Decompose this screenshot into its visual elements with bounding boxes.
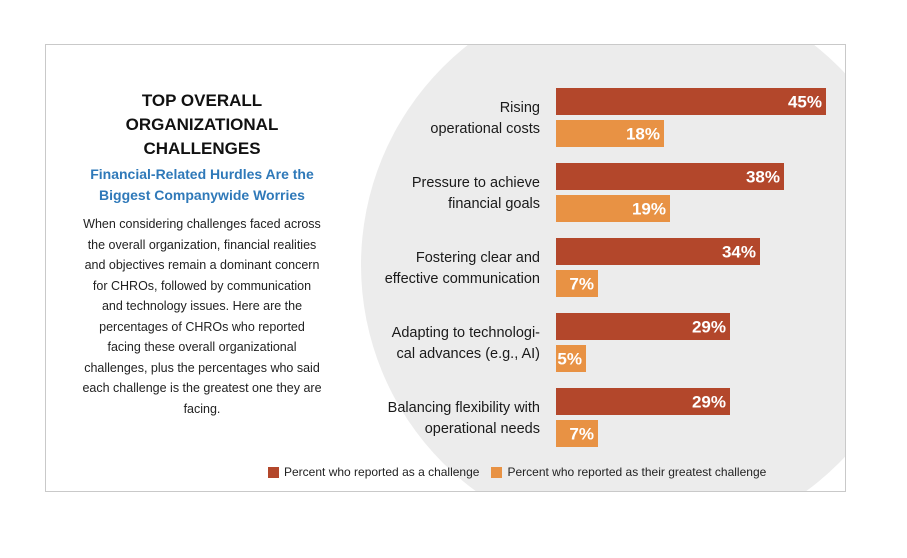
bar bbox=[556, 388, 730, 415]
category-label: Adapting to technologi- bbox=[392, 325, 540, 341]
data-label: 7% bbox=[569, 425, 594, 444]
panel-title: TOP OVERALL ORGANIZATIONAL CHALLENGES bbox=[125, 91, 279, 158]
data-label: 19% bbox=[632, 200, 666, 219]
legend-swatch-challenge bbox=[268, 466, 279, 478]
bar bbox=[556, 420, 598, 447]
bar bbox=[556, 238, 760, 265]
category-label: operational costs bbox=[430, 121, 540, 137]
bar bbox=[556, 345, 586, 372]
data-label: 18% bbox=[626, 125, 660, 144]
data-label: 29% bbox=[692, 393, 726, 412]
legend-label-greatest: Percent who reported as their greatest c… bbox=[507, 465, 767, 479]
legend: Percent who reported as a challenge Perc… bbox=[268, 465, 778, 479]
chart-frame: TOP OVERALL ORGANIZATIONAL CHALLENGES Fi… bbox=[45, 44, 846, 492]
category-label: Rising bbox=[500, 100, 540, 116]
category-label: Fostering clear and bbox=[416, 250, 540, 266]
data-label: 5% bbox=[557, 350, 582, 369]
category-label: effective communication bbox=[385, 271, 540, 287]
category-label: Balancing flexibility with bbox=[388, 400, 540, 416]
bar bbox=[556, 120, 664, 147]
data-label: 7% bbox=[569, 275, 594, 294]
bar bbox=[556, 195, 670, 222]
background-circle bbox=[361, 45, 845, 491]
bar bbox=[556, 313, 730, 340]
data-label: 29% bbox=[692, 318, 726, 337]
bar bbox=[556, 88, 826, 115]
legend-item-greatest: Percent who reported as their greatest c… bbox=[491, 465, 766, 479]
legend-label-challenge: Percent who reported as a challenge bbox=[284, 465, 480, 479]
panel-body: When considering challenges faced across… bbox=[82, 217, 322, 416]
category-label: cal advances (e.g., AI) bbox=[397, 346, 540, 362]
data-label: 45% bbox=[788, 93, 822, 112]
category-label: financial goals bbox=[448, 196, 540, 212]
category-label: operational needs bbox=[425, 421, 540, 437]
legend-swatch-greatest bbox=[491, 466, 503, 478]
bar bbox=[556, 270, 598, 297]
category-label: Pressure to achieve bbox=[412, 175, 540, 191]
bar bbox=[556, 163, 784, 190]
data-label: 34% bbox=[722, 243, 756, 262]
info-panel: TOP OVERALL ORGANIZATIONAL CHALLENGES Fi… bbox=[82, 89, 322, 419]
legend-item-challenge: Percent who reported as a challenge bbox=[268, 465, 479, 479]
bar-chart: Rising operational costs 45% 18% Pressure to… bbox=[385, 88, 826, 447]
data-label: 38% bbox=[746, 168, 780, 187]
panel-subtitle: Financial-Related Hurdles Are the Bigges… bbox=[90, 166, 314, 203]
